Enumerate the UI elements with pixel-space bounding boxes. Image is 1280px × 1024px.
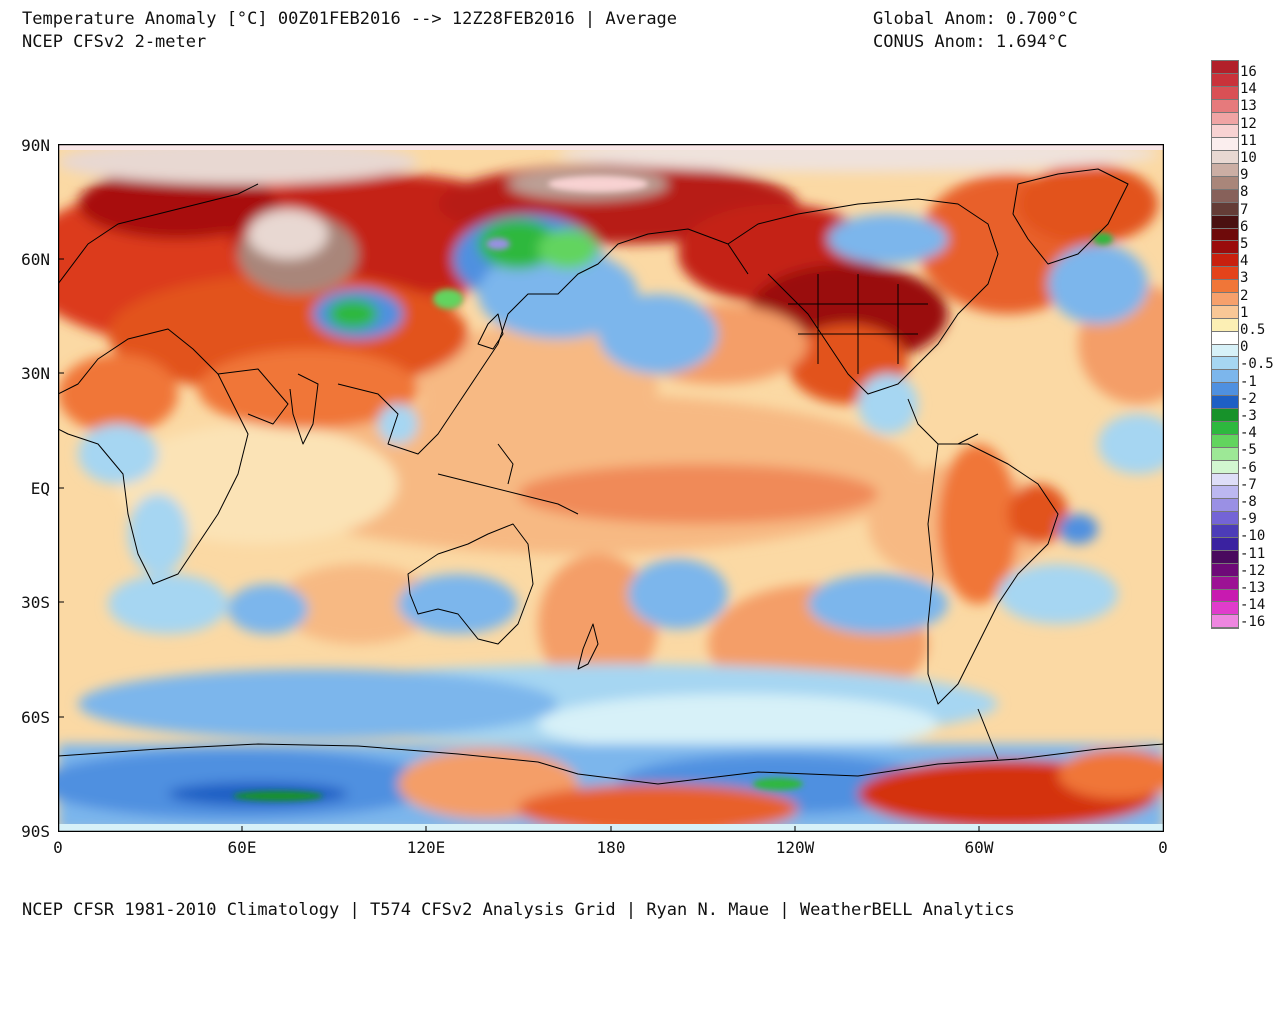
- legend-label: 13: [1240, 98, 1257, 115]
- legend-label: 6: [1240, 218, 1249, 235]
- conus-anomaly-readout: CONUS Anom: 1.694°C: [873, 32, 1068, 52]
- legend-label: -16: [1240, 614, 1266, 631]
- lat-label-60n: 60N: [21, 250, 50, 269]
- legend-swatch: [1212, 486, 1238, 500]
- legend-swatch: [1212, 589, 1238, 603]
- legend-swatch: [1212, 318, 1238, 332]
- legend-swatch: [1212, 447, 1238, 461]
- legend-label: 4: [1240, 253, 1249, 270]
- legend-label: 10: [1240, 150, 1257, 167]
- legend-label: 1: [1240, 304, 1249, 321]
- lat-label-30s: 30S: [21, 593, 50, 612]
- legend-swatch: [1212, 421, 1238, 435]
- legend-label: -5: [1240, 442, 1257, 459]
- lon-label-0-west: 0: [53, 838, 63, 857]
- legend-label: 11: [1240, 132, 1257, 149]
- color-scale-legend: [1211, 60, 1239, 630]
- legend-swatch: [1212, 331, 1238, 345]
- lat-label-60s: 60S: [21, 708, 50, 727]
- legend-swatch: [1212, 86, 1238, 100]
- legend-label: 12: [1240, 115, 1257, 132]
- legend-label: -6: [1240, 459, 1257, 476]
- lon-label-120w: 120W: [775, 838, 815, 857]
- legend-label: -2: [1240, 390, 1257, 407]
- legend-swatch: [1212, 151, 1238, 165]
- legend-swatch: [1212, 344, 1238, 358]
- legend-swatch: [1212, 267, 1238, 281]
- legend-label: 2: [1240, 287, 1249, 304]
- legend-swatch: [1212, 215, 1238, 229]
- legend-swatch: [1212, 563, 1238, 577]
- legend-swatch: [1212, 576, 1238, 590]
- legend-label: 3: [1240, 270, 1249, 287]
- legend-swatch: [1212, 396, 1238, 410]
- map-title: Temperature Anomaly [°C] 00Z01FEB2016 --…: [22, 9, 678, 29]
- legend-label: 7: [1240, 201, 1249, 218]
- legend-label: -3: [1240, 408, 1257, 425]
- legend-label: 14: [1240, 81, 1257, 98]
- legend-label: 0.5: [1240, 322, 1266, 339]
- legend-label: -7: [1240, 476, 1257, 493]
- legend-swatch: [1212, 525, 1238, 538]
- lat-label-eq: EQ: [30, 479, 50, 498]
- legend-label: -1: [1240, 373, 1257, 390]
- legend-swatch: [1212, 177, 1238, 190]
- legend-swatch: [1212, 73, 1238, 87]
- lon-label-0-east: 0: [1158, 838, 1168, 857]
- legend-swatch: [1212, 383, 1238, 397]
- legend-swatch: [1212, 138, 1238, 152]
- lat-label-30n: 30N: [21, 364, 50, 383]
- legend-label: 5: [1240, 236, 1249, 253]
- legend-swatch: [1212, 499, 1238, 513]
- legend-swatch: [1212, 254, 1238, 268]
- legend-swatch: [1212, 61, 1238, 74]
- lon-label-180: 180: [596, 838, 626, 857]
- lon-label-120e: 120E: [406, 838, 446, 857]
- legend-swatch: [1212, 537, 1238, 551]
- legend-label: -9: [1240, 511, 1257, 528]
- legend-swatch: [1212, 434, 1238, 448]
- lon-label-60e: 60E: [227, 838, 257, 857]
- legend-swatch: [1212, 99, 1238, 113]
- legend-label: -4: [1240, 425, 1257, 442]
- global-anomaly-readout: Global Anom: 0.700°C: [873, 9, 1078, 29]
- lat-label-90s: 90S: [21, 822, 50, 841]
- legend-swatch: [1212, 228, 1238, 242]
- legend-swatch: [1212, 241, 1238, 255]
- legend-swatch: [1212, 357, 1238, 371]
- legend-label: 8: [1240, 184, 1249, 201]
- legend-label: 16: [1240, 64, 1257, 81]
- legend-swatch: [1212, 512, 1238, 526]
- legend-swatch: [1212, 164, 1238, 178]
- legend-swatch: [1212, 473, 1238, 487]
- data-source-credit: NCEP CFSR 1981-2010 Climatology | T574 C…: [22, 900, 1015, 920]
- temperature-anomaly-map: [58, 144, 1164, 832]
- legend-swatch: [1212, 370, 1238, 384]
- legend-swatch: [1212, 189, 1238, 203]
- legend-swatch: [1212, 615, 1238, 629]
- legend-label: -12: [1240, 562, 1266, 579]
- legend-label: -14: [1240, 597, 1266, 614]
- legend-swatch: [1212, 280, 1238, 294]
- legend-label: -13: [1240, 580, 1266, 597]
- map-subtitle: NCEP CFSv2 2-meter: [22, 32, 207, 52]
- legend-label: -11: [1240, 545, 1266, 562]
- legend-swatch: [1212, 112, 1238, 126]
- legend-swatch: [1212, 550, 1238, 564]
- lon-label-60w: 60W: [964, 838, 994, 857]
- legend-swatch: [1212, 409, 1238, 422]
- legend-swatch: [1212, 125, 1238, 139]
- legend-swatch: [1212, 602, 1238, 616]
- lat-label-90n: 90N: [21, 136, 50, 155]
- legend-swatch: [1212, 460, 1238, 474]
- legend-label: 0: [1240, 339, 1249, 356]
- legend-label: -10: [1240, 528, 1266, 545]
- legend-label: -0.5: [1240, 356, 1274, 373]
- legend-swatch: [1212, 293, 1238, 306]
- legend-label: 9: [1240, 167, 1249, 184]
- legend-swatch: [1212, 305, 1238, 319]
- legend-swatch: [1212, 202, 1238, 216]
- legend-label: -8: [1240, 494, 1257, 511]
